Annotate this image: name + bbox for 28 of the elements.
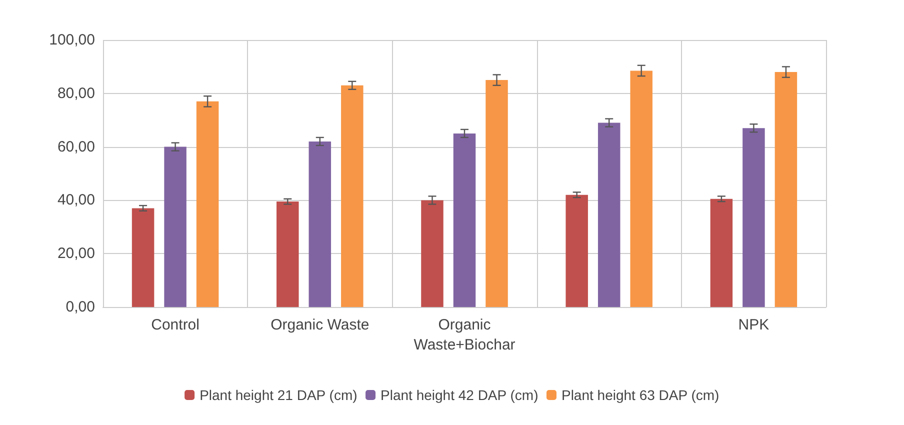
bar <box>421 200 444 307</box>
bar <box>132 208 154 307</box>
y-tick-label: 80,00 <box>57 84 95 102</box>
bar <box>710 198 733 307</box>
bar <box>742 128 765 307</box>
bar <box>341 85 364 307</box>
bar <box>774 72 798 307</box>
bar <box>566 194 588 307</box>
y-tick-label: 40,00 <box>57 192 95 209</box>
bar <box>276 202 299 307</box>
legend-label: Plant height 42 DAP (cm) <box>380 387 538 403</box>
x-tick-label: Control <box>151 316 200 334</box>
y-tick-label: 100,00 <box>49 32 95 48</box>
y-tick-label: 0,00 <box>66 298 95 316</box>
y-tick-label: 60,00 <box>57 138 95 156</box>
bar <box>630 70 652 307</box>
legend-label: Plant height 63 DAP (cm) <box>561 387 720 403</box>
x-tick-label: Organic Waste <box>270 316 370 334</box>
y-tick-label: 20,00 <box>57 245 95 262</box>
legend-label: Plant height 21 DAP (cm) <box>200 387 358 403</box>
bar <box>196 101 219 307</box>
bar <box>164 146 186 307</box>
bar <box>486 80 508 307</box>
bar <box>308 141 332 307</box>
x-tick-label: NPK <box>738 316 770 334</box>
x-tick-label: Organic Waste+Biochar <box>414 316 516 354</box>
bar <box>598 122 620 307</box>
bar <box>453 133 476 307</box>
